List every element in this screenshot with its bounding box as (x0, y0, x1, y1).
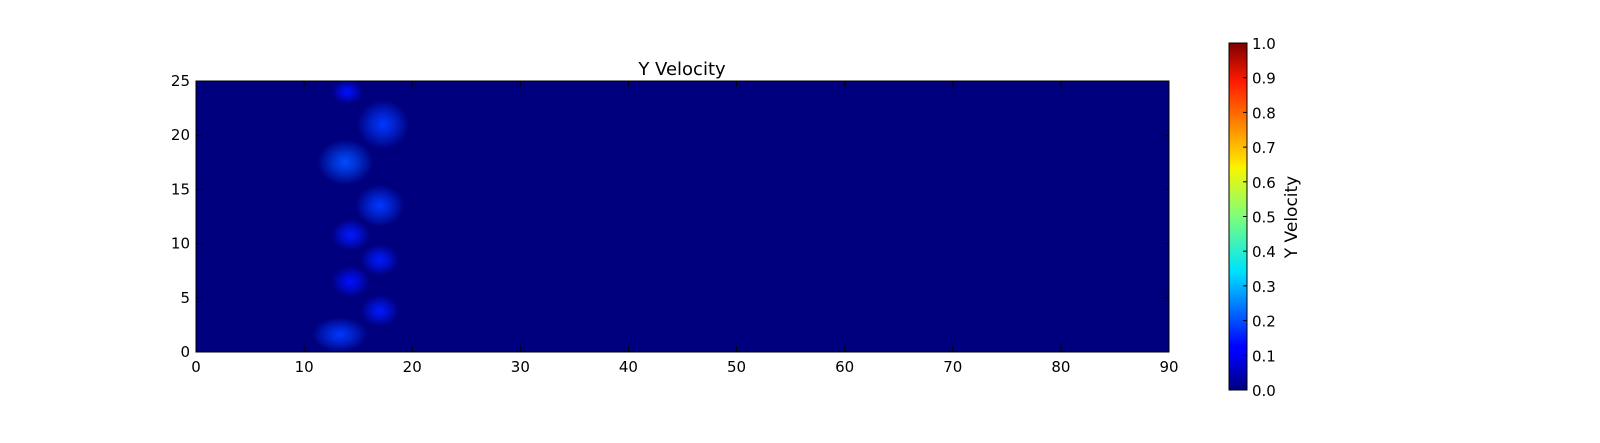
velocity-blob (331, 265, 370, 298)
colorbar-tick-label: 0.2 (1252, 313, 1276, 331)
x-tick-label: 30 (511, 358, 530, 376)
colorbar-tick-label: 1.0 (1252, 35, 1276, 53)
y-tick-label: 20 (171, 126, 190, 144)
plot-frame (195, 80, 1170, 353)
velocity-blobs (312, 81, 409, 352)
y-tick-label: 25 (171, 72, 190, 90)
x-tick-label: 50 (727, 358, 746, 376)
x-tick-label: 20 (403, 358, 422, 376)
velocity-blob (312, 317, 368, 352)
colorbar-tick-label: 0.9 (1252, 70, 1276, 88)
colorbar-tick-label: 0.1 (1252, 347, 1276, 365)
velocity-blob (355, 184, 405, 227)
velocity-blob (331, 81, 363, 104)
plot-area (195, 80, 1170, 353)
colorbar-tick-label: 0.0 (1252, 382, 1276, 400)
x-tick-label: 0 (191, 358, 201, 376)
x-axis: 0 10 20 30 40 50 60 70 80 90 (191, 81, 1179, 376)
velocity-blob (360, 244, 399, 276)
velocity-blob (331, 219, 370, 251)
y-tick-label: 0 (180, 343, 190, 361)
colorbar: 0.0 0.1 0.2 0.3 0.4 0.5 0.6 0.7 0.8 0.9 1.0 Y Velo… (1228, 35, 1302, 400)
x-tick-label: 70 (943, 358, 962, 376)
colorbar-tick-label: 0.5 (1252, 209, 1276, 227)
heatmap-background (196, 81, 1169, 352)
colorbar-tick-label: 0.3 (1252, 278, 1276, 296)
colorbar-tick-label: 0.7 (1252, 139, 1276, 157)
colorbar-ticks: 0.0 0.1 0.2 0.3 0.4 0.5 0.6 0.7 0.8 0.9 1.0 (1243, 35, 1276, 400)
colorbar-tick-label: 0.6 (1252, 174, 1276, 192)
x-tick-label: 60 (835, 358, 854, 376)
colorbar-tick-label: 0.8 (1252, 104, 1276, 122)
velocity-blob (360, 295, 399, 327)
y-tick-label: 5 (180, 289, 190, 307)
velocity-blob (317, 139, 373, 185)
chart-title: Y Velocity (637, 59, 726, 80)
x-tick-label: 80 (1051, 358, 1070, 376)
y-tick-label: 15 (171, 180, 190, 198)
y-axis: 0 5 10 15 20 25 (171, 72, 1169, 361)
x-tick-label: 40 (619, 358, 638, 376)
colorbar-tick-label: 0.4 (1252, 243, 1276, 261)
y-tick-label: 10 (171, 235, 190, 253)
colorbar-label: Y Velocity (1282, 176, 1302, 259)
velocity-blob (357, 100, 409, 149)
x-tick-label: 90 (1159, 358, 1178, 376)
x-tick-label: 10 (295, 358, 314, 376)
